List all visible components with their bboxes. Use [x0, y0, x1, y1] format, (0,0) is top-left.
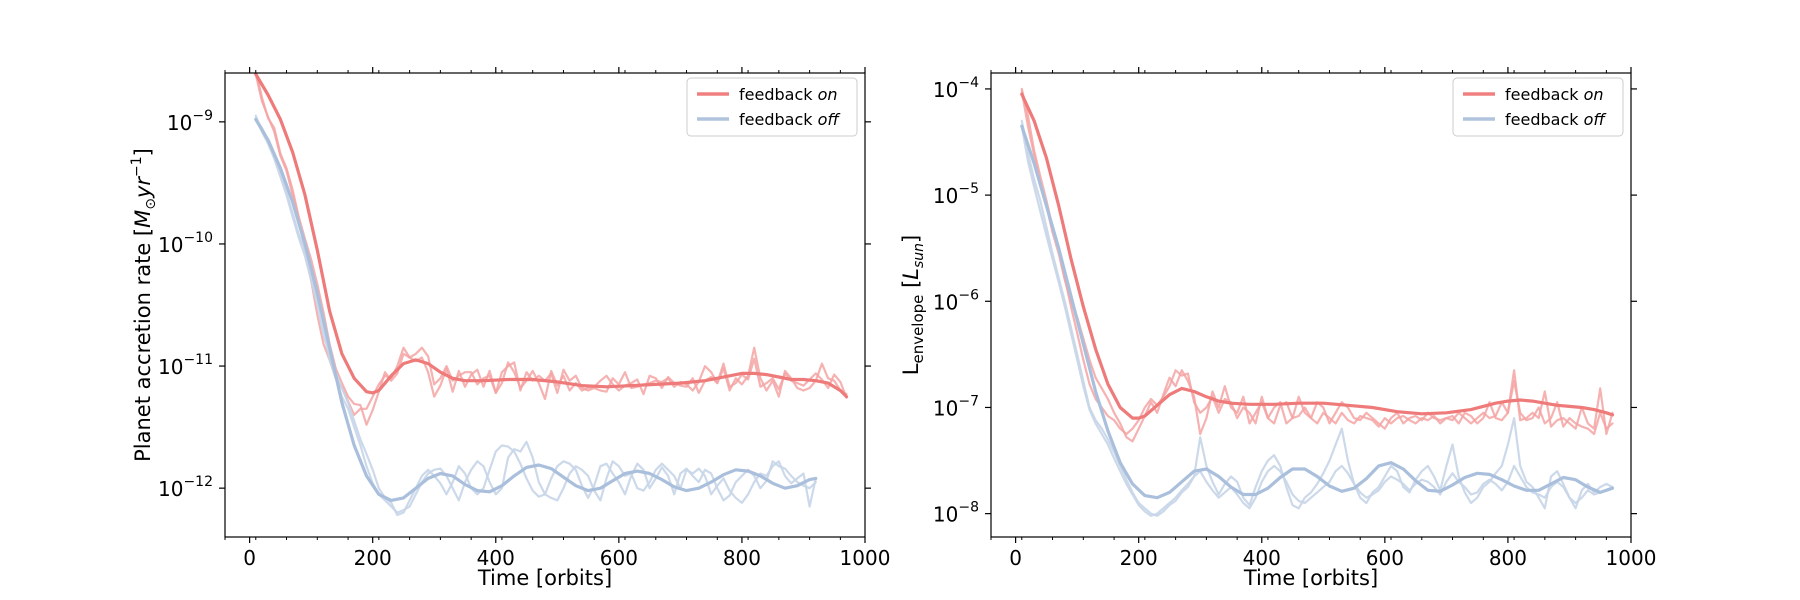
accretion-axes-frame: [224, 72, 866, 538]
accretion-x-axis-label: Time [orbits]: [477, 566, 612, 590]
accretion-y-tick-label: 10−11: [158, 352, 213, 379]
luminosity-x-tick-label: 400: [1243, 546, 1281, 570]
luminosity-x-tick-label: 600: [1366, 546, 1404, 570]
luminosity-series-5: [1020, 124, 1615, 500]
luminosity-series-1: [1020, 87, 1614, 436]
accretion-series-5: [254, 117, 818, 502]
luminosity-legend-label-on: feedback on: [1505, 85, 1604, 104]
luminosity-y-tick-label: 10−6: [933, 287, 979, 314]
luminosity-x-tick-label: 800: [1489, 546, 1527, 570]
accretion-x-tick-label: 800: [723, 546, 761, 570]
accretion-y-tick-label: 10−9: [167, 108, 213, 135]
accretion-legend: feedback on feedback off: [686, 77, 858, 137]
luminosity-x-tick-label: 0: [1009, 546, 1022, 570]
luminosity-x-tick-label: 200: [1120, 546, 1158, 570]
accretion-series-3: [254, 117, 817, 514]
luminosity-y-tick-label: 10−7: [933, 393, 979, 420]
accretion-ticks: 0 200 400 600 800 1000 10−12 10−11 10−10 10−9: [158, 67, 890, 570]
accretion-x-tick-label: 400: [477, 546, 515, 570]
accretion-y-axis-label: Planet accretion rate [M⊙yr−1]: [129, 148, 159, 462]
luminosity-axes-frame: [990, 72, 1632, 538]
accretion-rate-panel: 0 200 400 600 800 1000 10−12 10−11 10−10 10−9 Tim…: [129, 67, 890, 590]
accretion-series-0: [255, 73, 848, 426]
luminosity-y-tick-label: 10−5: [933, 181, 979, 208]
luminosity-legend: feedback on feedback off: [1452, 77, 1624, 137]
accretion-x-tick-label: 0: [243, 546, 256, 570]
accretion-series-1: [254, 73, 848, 416]
luminosity-series-2: [1020, 92, 1615, 420]
luminosity-legend-box: [1452, 77, 1624, 137]
accretion-series-4: [254, 114, 817, 517]
luminosity-y-axis-label: Lenvelope [Lsun]: [899, 235, 927, 375]
accretion-legend-label-on: feedback on: [739, 85, 838, 104]
luminosity-legend-label-off: feedback off: [1505, 110, 1607, 129]
accretion-legend-label-off: feedback off: [739, 110, 841, 129]
luminosity-panel: 0 200 400 600 800 1000 10−8 10−7 10−6 10−5 10−4 Ti…: [899, 67, 1656, 590]
luminosity-ticks: 0 200 400 600 800 1000 10−8 10−7 10−6 10−5 10−4: [933, 67, 1657, 570]
accretion-x-tick-label: 600: [600, 546, 638, 570]
accretion-series-layer: [254, 73, 849, 517]
accretion-legend-box: [686, 77, 858, 137]
accretion-x-tick-label: 200: [354, 546, 392, 570]
luminosity-series-3: [1020, 119, 1614, 517]
luminosity-series-layer: [1020, 87, 1615, 517]
luminosity-x-axis-label: Time [orbits]: [1243, 566, 1378, 590]
accretion-series-2: [254, 73, 849, 399]
luminosity-y-tick-label: 10−4: [933, 75, 979, 102]
accretion-y-tick-label: 10−12: [158, 474, 213, 501]
accretion-x-tick-label: 1000: [840, 546, 891, 570]
accretion-y-tick-label: 10−10: [158, 230, 213, 257]
luminosity-x-tick-label: 1000: [1606, 546, 1657, 570]
luminosity-y-tick-label: 10−8: [933, 500, 979, 527]
luminosity-series-4: [1020, 124, 1614, 517]
